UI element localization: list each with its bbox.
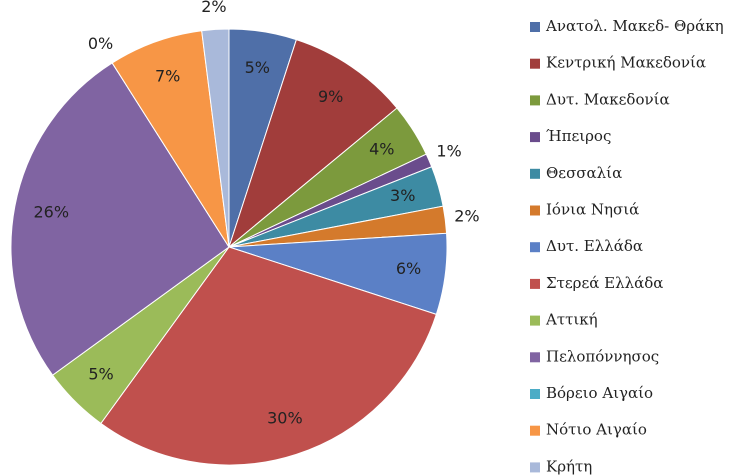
data-label: 6%: [396, 259, 421, 278]
data-label: 2%: [201, 0, 226, 16]
legend-label: Νότιο Αιγαίο: [546, 421, 647, 439]
legend-label: Στερεά Ελλάδα: [546, 274, 663, 292]
data-label: 9%: [318, 87, 343, 106]
legend-label: Βόρειο Αιγαίο: [546, 384, 653, 402]
legend-label: Κεντρική Μακεδονία: [546, 54, 706, 72]
legend-label: Δυτ. Ελλάδα: [546, 237, 643, 255]
legend-label: Θεσσαλία: [546, 164, 622, 182]
legend-label: Πελοπόννησος: [546, 347, 659, 365]
pie-slice: [227, 39, 398, 249]
legend-swatch: [530, 278, 540, 289]
legend-label: Ανατολ. Μακεδ- Θράκη: [545, 17, 724, 35]
pie-slice: [10, 62, 230, 376]
legend-swatch: [530, 425, 540, 436]
data-label: 5%: [88, 364, 113, 383]
legend-label: Κρήτη: [546, 457, 592, 475]
legend-label: Αττική: [545, 311, 598, 329]
data-label: 3%: [390, 186, 415, 205]
legend-swatch: [530, 389, 540, 399]
pie-slice: [201, 28, 230, 248]
legend-swatch: [530, 205, 540, 216]
data-label: 1%: [436, 141, 461, 160]
legend-label: Δυτ. Μακεδονία: [546, 90, 670, 108]
data-label: 0%: [88, 34, 113, 53]
legend-swatch: [530, 168, 540, 179]
legend-swatch: [530, 132, 540, 143]
data-label: 26%: [33, 203, 69, 222]
legend-label: Ιόνια Νησιά: [546, 201, 639, 219]
legend-swatch: [530, 58, 540, 69]
legend-swatch: [530, 352, 540, 363]
pie-slice: [100, 246, 437, 466]
legend-swatch: [530, 95, 540, 106]
data-label: 2%: [454, 206, 479, 225]
legend-swatch: [530, 22, 540, 32]
data-label: 4%: [369, 140, 394, 159]
legend-swatch: [530, 462, 540, 473]
data-label: 5%: [245, 58, 270, 77]
legend-label: Ήπειρος: [546, 127, 611, 145]
data-label: 7%: [155, 66, 180, 85]
data-label: 30%: [267, 409, 303, 428]
legend-swatch: [530, 242, 540, 253]
legend-swatch: [530, 315, 540, 326]
